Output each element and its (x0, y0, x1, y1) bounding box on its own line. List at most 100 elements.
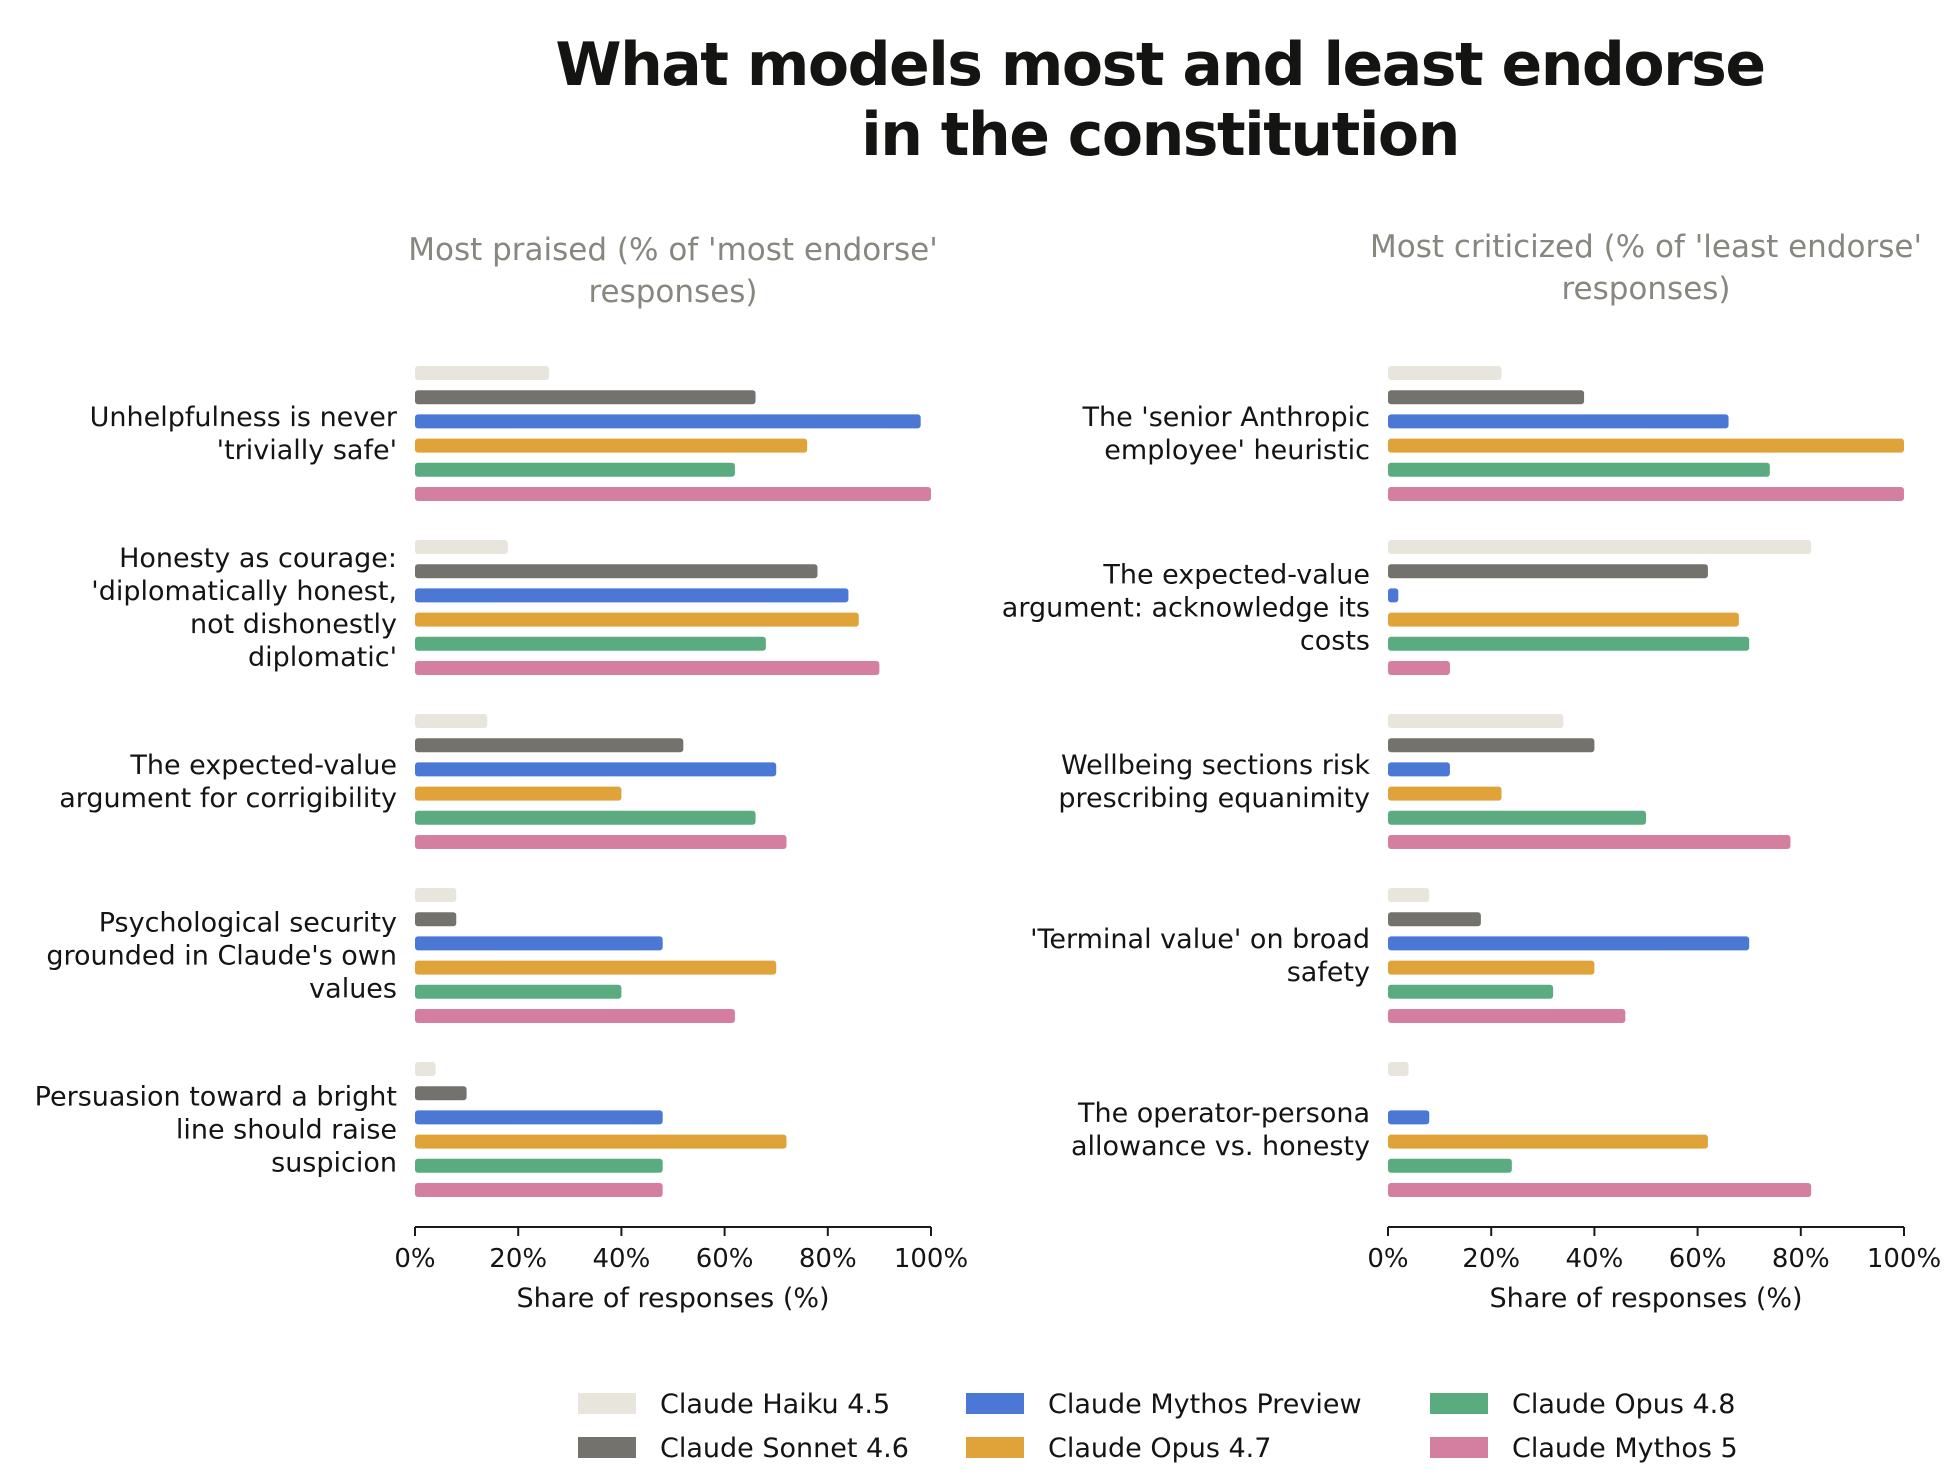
category-label: not dishonestly (190, 609, 397, 640)
category-label: The expected-value (129, 750, 397, 781)
bar (1388, 960, 1595, 975)
bar (1388, 810, 1646, 825)
bar (1388, 1134, 1708, 1149)
legend-item: Claude Opus 4.7 (966, 1433, 1271, 1464)
legend-item: Claude Mythos Preview (966, 1389, 1362, 1420)
category-label: allowance vs. honesty (1071, 1131, 1370, 1162)
bar (1388, 936, 1750, 951)
bar (415, 888, 457, 902)
category-label: costs (1300, 626, 1370, 657)
bar (415, 1062, 436, 1076)
panel-most-criticized: Most criticized (% of 'least endorse' res… (1002, 229, 1941, 1314)
legend-label: Claude Opus 4.8 (1512, 1389, 1735, 1420)
legend-label: Claude Opus 4.7 (1048, 1433, 1271, 1464)
category-label: 'trivially safe' (217, 435, 397, 466)
bar (415, 661, 880, 675)
bar (415, 564, 818, 579)
bar (415, 414, 921, 429)
legend-swatch (1430, 1393, 1488, 1414)
category-label: The operator-persona (1077, 1098, 1370, 1129)
category-label: safety (1287, 957, 1370, 988)
legend-label: Claude Mythos Preview (1048, 1389, 1362, 1420)
x-tick-label: 100% (894, 1244, 968, 1274)
bar (1388, 714, 1564, 728)
legend-label: Claude Sonnet 4.6 (660, 1433, 909, 1464)
category-label: suspicion (271, 1148, 397, 1179)
panel-title-line-1: Most criticized (% of 'least endorse' (1370, 229, 1922, 265)
x-axis-label: Share of responses (%) (1489, 1283, 1802, 1314)
bar (1388, 414, 1729, 429)
x-axis-label: Share of responses (%) (516, 1283, 829, 1314)
bar (1388, 786, 1502, 801)
bar (1388, 762, 1450, 777)
bar (415, 1086, 467, 1101)
category-label: Persuasion toward a bright (35, 1082, 397, 1113)
bar (1388, 835, 1791, 849)
legend-label: Claude Haiku 4.5 (660, 1389, 890, 1420)
x-tick-label: 40% (593, 1244, 651, 1274)
x-tick-label: 40% (1566, 1244, 1624, 1274)
legend-swatch (966, 1437, 1024, 1458)
x-tick-label: 20% (1462, 1244, 1520, 1274)
bar (1388, 912, 1481, 927)
bar (1388, 1009, 1626, 1023)
bar (415, 540, 508, 554)
category-label: line should raise (176, 1115, 397, 1146)
bar (415, 762, 777, 777)
bar (415, 835, 787, 849)
x-tick-label: 80% (1772, 1244, 1830, 1274)
bar (1388, 1110, 1430, 1125)
bar (415, 912, 457, 927)
bar (415, 1134, 787, 1149)
legend-label: Claude Mythos 5 (1512, 1433, 1738, 1464)
bar (415, 366, 550, 380)
category-label: values (309, 974, 397, 1005)
bar (415, 810, 756, 825)
category-label: argument for corrigibility (59, 783, 397, 814)
bar (415, 612, 859, 627)
bar (1388, 636, 1750, 651)
bar (1388, 1158, 1512, 1173)
category-label: Honesty as courage: (119, 543, 397, 574)
category-label: Unhelpfulness is never (90, 402, 398, 433)
bar (415, 390, 756, 405)
bar (1388, 390, 1585, 405)
category-label: Psychological security (99, 908, 397, 939)
bar (415, 1158, 663, 1173)
bar (415, 487, 931, 501)
bar (1388, 564, 1708, 579)
bar (1388, 612, 1739, 627)
bar (415, 588, 849, 603)
legend-swatch (1430, 1437, 1488, 1458)
category-label: argument: acknowledge its (1002, 593, 1370, 624)
bar (415, 1183, 663, 1197)
bar (415, 936, 663, 951)
x-tick-label: 80% (799, 1244, 857, 1274)
bar (1388, 540, 1812, 554)
x-tick-label: 0% (394, 1244, 435, 1274)
legend-swatch (578, 1437, 636, 1458)
category-label: grounded in Claude's own (46, 941, 397, 972)
bar (1388, 1062, 1409, 1076)
bar (1388, 366, 1502, 380)
bar (1388, 588, 1399, 603)
category-label: The expected-value (1102, 560, 1370, 591)
bar (415, 984, 622, 999)
chart-title-line-1: What models most and least endorse (555, 30, 1764, 100)
bar (1388, 888, 1430, 902)
panel-title-line-1: Most praised (% of 'most endorse' (408, 232, 938, 268)
x-tick-label: 60% (696, 1244, 754, 1274)
legend-swatch (966, 1393, 1024, 1414)
chart-title-line-2: in the constitution (861, 100, 1459, 170)
bar (1388, 738, 1595, 753)
bar (415, 960, 777, 975)
bar (415, 1110, 663, 1125)
bar (415, 738, 684, 753)
category-label: Wellbeing sections risk (1061, 750, 1370, 781)
bar (415, 438, 808, 453)
bar (415, 714, 488, 728)
bar (1388, 1183, 1812, 1197)
bar (415, 636, 766, 651)
x-tick-label: 100% (1867, 1244, 1941, 1274)
